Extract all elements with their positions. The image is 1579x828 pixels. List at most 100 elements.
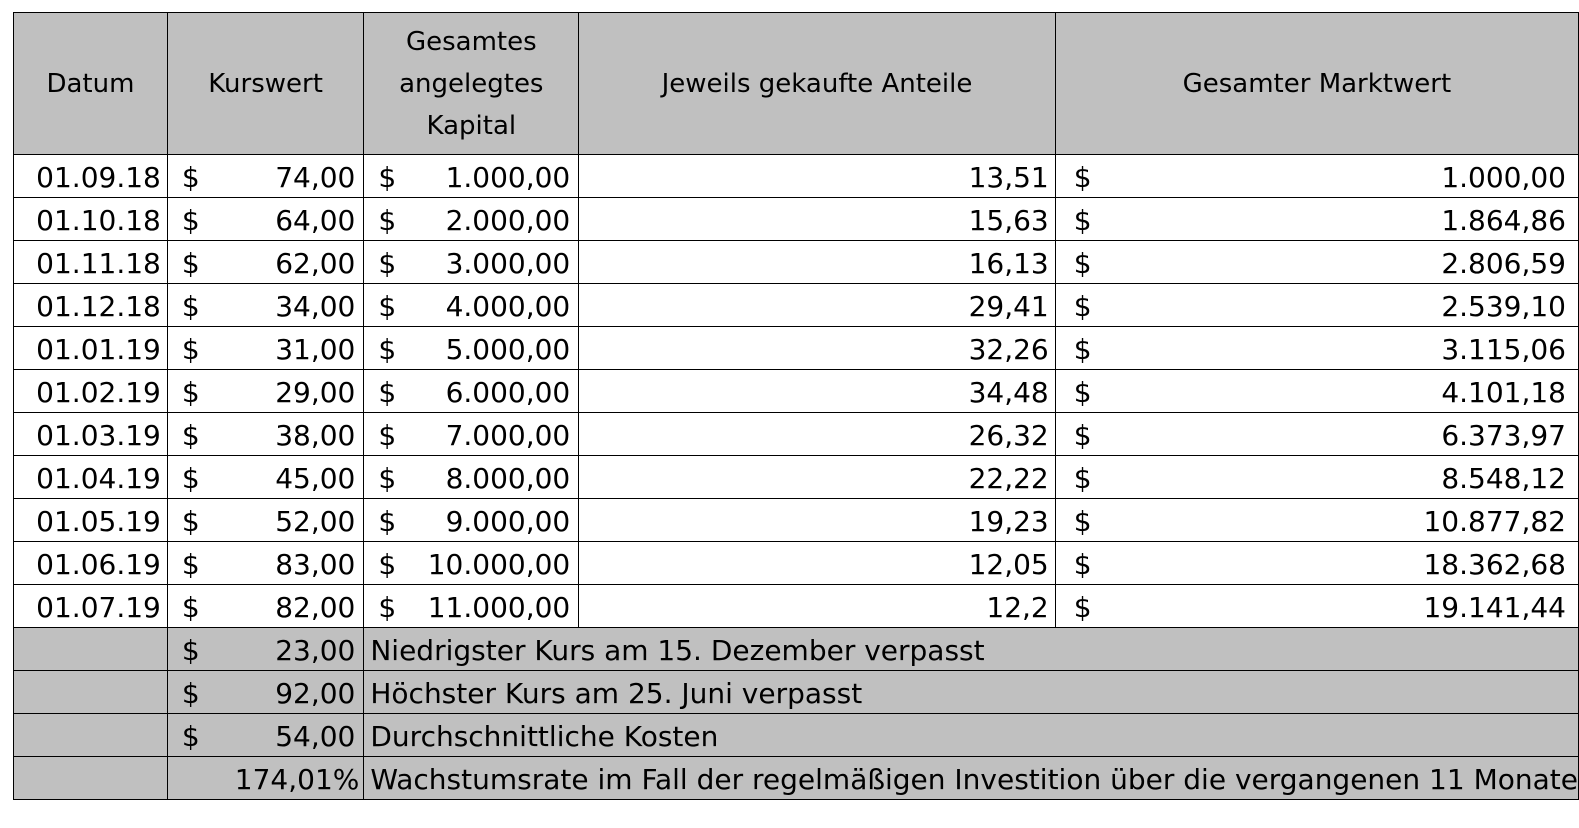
currency-symbol: $ <box>378 161 397 194</box>
currency-symbol: $ <box>181 548 200 581</box>
anteile-cell: 16,13 <box>578 240 1056 284</box>
table-row: 01.01.19 $31,00 $5.000,00 32,26 $3.115,06 <box>13 326 1579 370</box>
kurswert-cell: $64,00 <box>166 197 365 241</box>
table-row: 01.03.19 $38,00 $7.000,00 26,32 $6.373,97 <box>13 412 1579 456</box>
date-cell: 01.10.18 <box>13 197 168 241</box>
currency-symbol: $ <box>181 677 200 710</box>
summary-row: $54,00 Durchschnittliche Kosten <box>13 713 1579 757</box>
currency-symbol: $ <box>1073 333 1092 366</box>
kapital-cell: $1.000,00 <box>363 154 580 198</box>
currency-symbol: $ <box>1073 548 1092 581</box>
marktwert-cell: $19.141,44 <box>1054 584 1579 628</box>
kapital-cell-value: 2.000,00 <box>445 204 571 237</box>
currency-symbol: $ <box>1073 376 1092 409</box>
kurswert-cell: $29,00 <box>166 369 365 413</box>
anteile-cell: 26,32 <box>578 412 1056 456</box>
currency-symbol: $ <box>181 419 200 452</box>
date-cell: 01.09.18 <box>13 154 168 198</box>
kurswert-cell-value: 38,00 <box>275 419 356 452</box>
anteile-cell: 13,51 <box>578 154 1056 198</box>
kurswert-cell-value: 52,00 <box>275 505 356 538</box>
date-cell: 01.03.19 <box>13 412 168 456</box>
anteile-cell: 22,22 <box>578 455 1056 499</box>
date-cell: 01.06.19 <box>13 541 168 585</box>
summary-value: 23,00 <box>275 634 356 667</box>
currency-symbol: $ <box>181 204 200 237</box>
header-kapital: Gesamtes angelegtes Kapital <box>363 12 580 155</box>
kurswert-cell-value: 34,00 <box>275 290 356 323</box>
summary-value: 92,00 <box>275 677 356 710</box>
marktwert-cell: $2.806,59 <box>1054 240 1579 284</box>
table-header: Datum Kurswert Gesamtes angelegtes Kapit… <box>13 12 1579 155</box>
kurswert-cell: $31,00 <box>166 326 365 370</box>
kurswert-cell-value: 82,00 <box>275 591 356 624</box>
currency-symbol: $ <box>181 505 200 538</box>
kapital-cell-value: 4.000,00 <box>445 290 571 323</box>
kapital-cell: $4.000,00 <box>363 283 580 327</box>
summary-value-cell: $54,00 <box>166 713 365 757</box>
marktwert-cell: $6.373,97 <box>1054 412 1579 456</box>
marktwert-cell: $1.000,00 <box>1054 154 1579 198</box>
kurswert-cell: $62,00 <box>166 240 365 284</box>
currency-symbol: $ <box>378 204 397 237</box>
currency-symbol: $ <box>378 462 397 495</box>
date-cell: 01.12.18 <box>13 283 168 327</box>
currency-symbol: $ <box>378 505 397 538</box>
table-row: 01.10.18 $64,00 $2.000,00 15,63 $1.864,86 <box>13 197 1579 241</box>
kurswert-cell-value: 64,00 <box>275 204 356 237</box>
date-cell: 01.05.19 <box>13 498 168 542</box>
kapital-cell: $2.000,00 <box>363 197 580 241</box>
marktwert-value: 3.115,06 <box>1441 333 1566 366</box>
anteile-cell: 12,2 <box>578 584 1056 628</box>
currency-symbol: $ <box>181 591 200 624</box>
kurswert-cell: $82,00 <box>166 584 365 628</box>
kurswert-cell: $74,00 <box>166 154 365 198</box>
date-cell: 01.07.19 <box>13 584 168 628</box>
kapital-cell: $8.000,00 <box>363 455 580 499</box>
currency-symbol: $ <box>181 376 200 409</box>
header-datum: Datum <box>13 12 168 155</box>
anteile-cell: 34,48 <box>578 369 1056 413</box>
currency-symbol: $ <box>378 591 397 624</box>
anteile-cell: 19,23 <box>578 498 1056 542</box>
currency-symbol: $ <box>378 247 397 280</box>
currency-symbol: $ <box>378 376 397 409</box>
marktwert-cell: $8.548,12 <box>1054 455 1579 499</box>
marktwert-value: 6.373,97 <box>1441 419 1566 452</box>
kapital-cell: $7.000,00 <box>363 412 580 456</box>
marktwert-cell: $18.362,68 <box>1054 541 1579 585</box>
kapital-cell-value: 5.000,00 <box>445 333 571 366</box>
summary-value-cell: $92,00 <box>166 670 365 714</box>
marktwert-value: 10.877,82 <box>1423 505 1566 538</box>
marktwert-cell: $2.539,10 <box>1054 283 1579 327</box>
kapital-cell-value: 9.000,00 <box>445 505 571 538</box>
currency-symbol: $ <box>1073 204 1092 237</box>
kurswert-cell-value: 31,00 <box>275 333 356 366</box>
kapital-cell: $11.000,00 <box>363 584 580 628</box>
header-anteile: Jeweils gekaufte Anteile <box>578 12 1056 155</box>
currency-symbol: $ <box>181 720 200 753</box>
date-cell: 01.01.19 <box>13 326 168 370</box>
kapital-cell-value: 3.000,00 <box>445 247 571 280</box>
currency-symbol: $ <box>378 548 397 581</box>
summary-empty-cell <box>13 627 168 671</box>
marktwert-value: 2.806,59 <box>1441 247 1566 280</box>
currency-symbol: $ <box>1073 161 1092 194</box>
header-marktwert: Gesamter Marktwert <box>1054 12 1579 155</box>
anteile-cell: 32,26 <box>578 326 1056 370</box>
summary-label: Durchschnittliche Kosten <box>363 713 1579 757</box>
anteile-cell: 12,05 <box>578 541 1056 585</box>
kapital-cell-value: 1.000,00 <box>445 161 571 194</box>
table-row: 01.07.19 $82,00 $11.000,00 12,2 $19.141,44 <box>13 584 1579 628</box>
currency-symbol: $ <box>1073 591 1092 624</box>
kapital-cell: $6.000,00 <box>363 369 580 413</box>
table-body: 01.09.18 $74,00 $1.000,00 13,51 $1.000,00 01.… <box>13 154 1579 628</box>
date-cell: 01.02.19 <box>13 369 168 413</box>
currency-symbol: $ <box>1073 290 1092 323</box>
date-cell: 01.04.19 <box>13 455 168 499</box>
summary-value-cell: $23,00 <box>166 627 365 671</box>
table-row: 01.02.19 $29,00 $6.000,00 34,48 $4.101,18 <box>13 369 1579 413</box>
currency-symbol: $ <box>181 161 200 194</box>
currency-symbol: $ <box>1073 462 1092 495</box>
date-cell: 01.11.18 <box>13 240 168 284</box>
